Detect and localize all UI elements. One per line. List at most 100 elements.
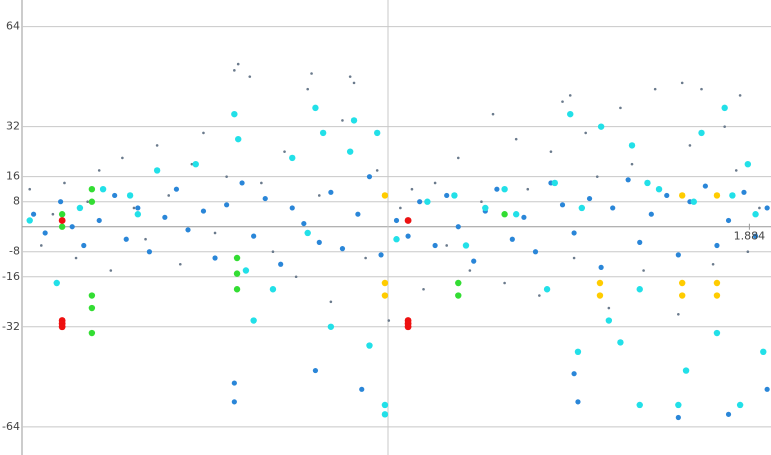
- scatter-point: [680, 81, 684, 85]
- scatter-point: [132, 206, 136, 210]
- scatter-point: [381, 192, 389, 199]
- scatter-point: [381, 292, 389, 299]
- scatter-point: [231, 380, 237, 386]
- scatter-point: [526, 187, 530, 191]
- scatter-point: [26, 217, 33, 224]
- scatter-point: [76, 204, 84, 212]
- scatter-point: [202, 131, 205, 135]
- scatter-point: [312, 367, 319, 374]
- scatter-point: [405, 233, 411, 239]
- scatter-point: [316, 239, 322, 245]
- scatter-point: [306, 87, 310, 91]
- scatter-point: [713, 192, 721, 199]
- scatter-point: [200, 208, 207, 214]
- scatter-point: [561, 100, 564, 103]
- scatter-point: [381, 411, 389, 418]
- scatter-point: [155, 144, 159, 147]
- scatter-point: [637, 239, 643, 245]
- scatter-point: [653, 87, 657, 91]
- scatter-point: [702, 183, 708, 189]
- scatter-point: [636, 286, 643, 293]
- scatter-point: [51, 212, 55, 216]
- x-tick-label: 1.884: [734, 230, 766, 243]
- y-tick-label: -32: [2, 320, 20, 333]
- scatter-point: [233, 254, 241, 262]
- scatter-point: [162, 214, 168, 220]
- scatter-point: [134, 211, 142, 218]
- scatter-point: [231, 399, 237, 405]
- scatter-point: [224, 202, 230, 208]
- scatter-point: [432, 242, 438, 249]
- scatter-point: [251, 233, 257, 239]
- scatter-point: [480, 200, 483, 204]
- scatter-point: [642, 269, 645, 272]
- scatter-point: [304, 229, 311, 237]
- scatter-point: [648, 211, 654, 217]
- scatter-point: [135, 205, 141, 211]
- scatter-point: [178, 262, 182, 266]
- scatter-point: [144, 237, 147, 241]
- scatter-point: [86, 200, 89, 204]
- scatter-point: [233, 270, 241, 277]
- scatter-point: [578, 204, 586, 212]
- scatter-point: [58, 211, 66, 218]
- scatter-point: [444, 192, 450, 199]
- scatter-point: [619, 106, 622, 110]
- scatter-point: [644, 179, 651, 187]
- scatter-point: [239, 180, 245, 186]
- scatter-point: [248, 75, 252, 78]
- scatter-point: [494, 186, 500, 192]
- y-tick-label: 16: [6, 170, 20, 183]
- scatter-point: [698, 129, 705, 137]
- scatter-point: [40, 244, 43, 247]
- scatter-point: [538, 294, 541, 297]
- scatter-point: [99, 185, 107, 193]
- scatter-point: [584, 131, 587, 135]
- scatter-point: [378, 252, 384, 258]
- scatter-point: [58, 323, 66, 331]
- scatter-point: [233, 69, 236, 72]
- scatter-point: [123, 236, 129, 242]
- scatter-point: [167, 194, 171, 197]
- scatter-point: [381, 401, 389, 409]
- scatter-point: [628, 142, 636, 149]
- scatter-point: [723, 125, 726, 128]
- scatter-point: [63, 181, 66, 185]
- scatter-point: [262, 195, 268, 202]
- scatter-point: [468, 269, 472, 272]
- scatter-point: [636, 401, 643, 409]
- scatter-point: [512, 211, 520, 218]
- scatter-point: [549, 150, 553, 153]
- scatter-point: [736, 401, 744, 409]
- scatter-point: [462, 242, 470, 249]
- scatter-point: [231, 110, 238, 118]
- scatter-point: [30, 211, 37, 217]
- scatter-point: [88, 304, 96, 312]
- scatter-point: [574, 348, 582, 356]
- scatter-point: [482, 204, 489, 212]
- scatter-point: [675, 414, 681, 421]
- scatter-point: [664, 192, 670, 199]
- scatter-point: [422, 287, 425, 291]
- y-tick-label: 32: [6, 120, 20, 133]
- scatter-point: [456, 156, 460, 160]
- scatter-point: [744, 160, 752, 168]
- scatter-point: [607, 306, 611, 310]
- scatter-point: [571, 230, 577, 236]
- scatter-point: [42, 230, 48, 236]
- scatter-point: [471, 258, 477, 264]
- scatter-point: [572, 256, 576, 260]
- scatter-point: [404, 217, 412, 224]
- scatter-point: [514, 137, 518, 141]
- scatter-point: [121, 156, 124, 160]
- scatter-point: [192, 160, 199, 168]
- scatter-point: [445, 244, 448, 247]
- scatter-point: [729, 192, 736, 199]
- scatter-point: [96, 217, 102, 224]
- scatter-point: [455, 292, 462, 299]
- scatter-point: [575, 399, 581, 405]
- scatter-point: [521, 214, 527, 220]
- scatter-point: [714, 242, 720, 249]
- scatter-point: [126, 192, 134, 199]
- scatter-point: [741, 189, 747, 195]
